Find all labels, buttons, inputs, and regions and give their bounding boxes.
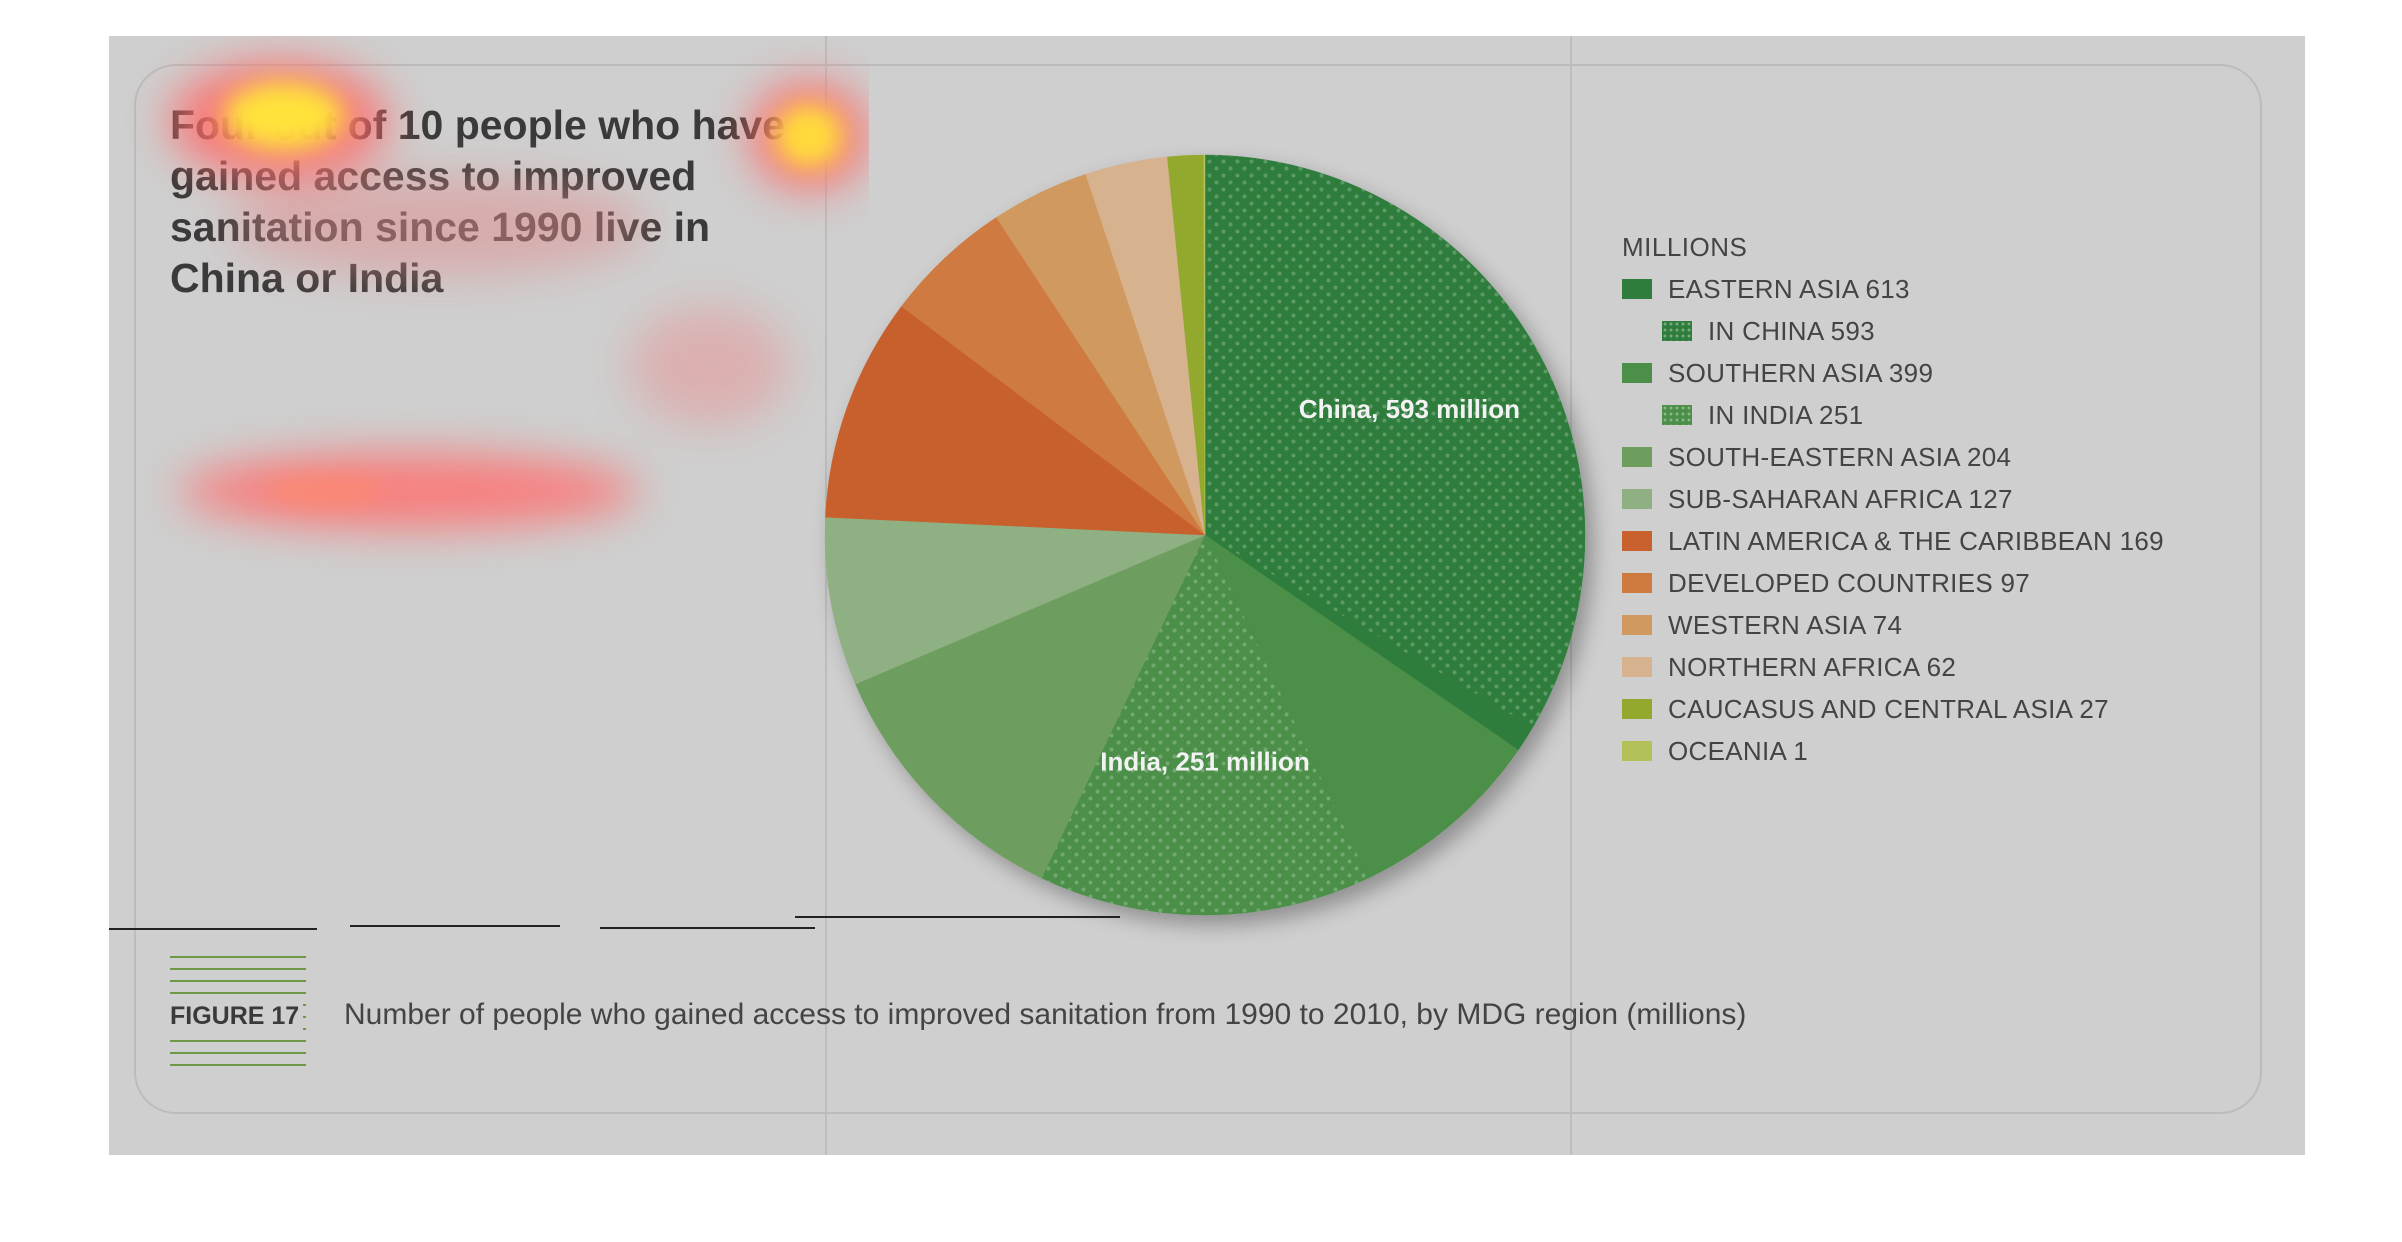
legend-label: SOUTH-EASTERN ASIA 204 xyxy=(1668,441,2012,472)
legend-swatch xyxy=(1622,573,1652,593)
pie-slice-6 xyxy=(825,305,1206,536)
legend-label: EASTERN ASIA 613 xyxy=(1668,273,1910,304)
pie-slice-label-0: China, 593 million xyxy=(1299,394,1520,424)
legend-swatch xyxy=(1622,531,1652,551)
divider-rule xyxy=(600,927,815,929)
legend-item: IN INDIA 251 xyxy=(1622,394,2164,436)
legend-label: OCEANIA 1 xyxy=(1668,735,1808,766)
legend-swatch xyxy=(1622,699,1652,719)
column-divider xyxy=(825,36,827,1155)
legend-item: DEVELOPED COUNTRIES 97 xyxy=(1622,562,2164,604)
divider-rule xyxy=(109,928,317,930)
legend-swatch xyxy=(1622,489,1652,509)
legend-item: CAUCASUS AND CENTRAL ASIA 27 xyxy=(1622,688,2164,730)
pie-slice-pattern-0 xyxy=(1205,155,1585,728)
pie-chart: China, 593 million India, 251 million xyxy=(824,154,1586,916)
legend-item: SUB-SAHARAN AFRICA 127 xyxy=(1622,478,2164,520)
legend-item: EASTERN ASIA 613 xyxy=(1622,268,2164,310)
legend-label: DEVELOPED COUNTRIES 97 xyxy=(1668,567,2031,598)
legend-swatch xyxy=(1622,363,1652,383)
pie-slice-5 xyxy=(824,516,1206,685)
pie-slice-7 xyxy=(901,217,1206,536)
legend-title: MILLIONS xyxy=(1622,232,1748,262)
figure-frame xyxy=(134,64,2262,1114)
legend-item: NORTHERN AFRICA 62 xyxy=(1622,646,2164,688)
legend-item: IN CHINA 593 xyxy=(1622,310,2164,352)
legend-swatch xyxy=(1622,657,1652,677)
legend-label: NORTHERN AFRICA 62 xyxy=(1668,651,1957,682)
pie-slice-11 xyxy=(1203,154,1206,536)
legend-swatch xyxy=(1622,615,1652,635)
pie-slice-2 xyxy=(1204,534,1519,879)
legend-swatch xyxy=(1622,279,1652,299)
legend-item: SOUTHERN ASIA 399 xyxy=(1622,352,2164,394)
legend-swatch xyxy=(1662,405,1692,425)
legend-label: SOUTHERN ASIA 399 xyxy=(1668,357,1934,388)
legend-swatch xyxy=(1622,741,1652,761)
legend-label: WESTERN ASIA 74 xyxy=(1668,609,1903,640)
pie-slice-pattern-3 xyxy=(1041,535,1369,915)
legend-item: WESTERN ASIA 74 xyxy=(1622,604,2164,646)
pie-slice-4 xyxy=(855,534,1206,879)
legend-label: LATIN AMERICA & THE CARIBBEAN 169 xyxy=(1668,525,2164,556)
legend-label: IN INDIA 251 xyxy=(1708,399,1864,430)
legend-swatch xyxy=(1662,321,1692,341)
legend-label: SUB-SAHARAN AFRICA 127 xyxy=(1668,483,2013,514)
figure-label: FIGURE 17 xyxy=(170,1000,304,1033)
figure-caption: Number of people who gained access to im… xyxy=(344,998,1747,1031)
legend-label: CAUCASUS AND CENTRAL ASIA 27 xyxy=(1668,693,2109,724)
legend-swatch xyxy=(1622,447,1652,467)
divider-rule xyxy=(350,925,560,927)
divider-rule xyxy=(795,916,1120,918)
legend-item: SOUTH-EASTERN ASIA 204 xyxy=(1622,436,2164,478)
legend-item: OCEANIA 1 xyxy=(1622,730,2164,772)
legend-item: LATIN AMERICA & THE CARIBBEAN 169 xyxy=(1622,520,2164,562)
pie-slice-label-3: India, 251 million xyxy=(1100,747,1310,777)
chart-legend: MILLIONS EASTERN ASIA 613 IN CHINA 593 SOU… xyxy=(1622,230,2164,772)
legend-label: IN CHINA 593 xyxy=(1708,315,1875,346)
headline: Four out of 10 people who have gained ac… xyxy=(170,102,786,301)
